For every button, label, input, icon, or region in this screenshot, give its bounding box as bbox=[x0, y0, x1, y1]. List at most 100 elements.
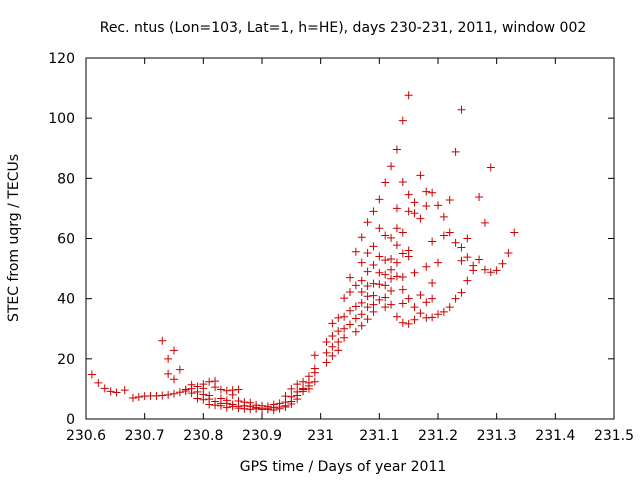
data-point bbox=[134, 393, 143, 402]
data-point bbox=[281, 402, 290, 411]
data-point bbox=[451, 294, 460, 303]
data-point bbox=[439, 212, 448, 221]
data-point bbox=[310, 377, 319, 386]
data-point bbox=[480, 265, 489, 274]
data-point bbox=[216, 385, 225, 394]
data-point bbox=[205, 400, 214, 409]
data-point bbox=[357, 321, 366, 330]
data-point bbox=[346, 273, 354, 282]
data-point bbox=[381, 270, 390, 279]
data-point bbox=[128, 393, 137, 402]
y-tick-label: 80 bbox=[57, 171, 75, 187]
data-point bbox=[363, 303, 372, 312]
data-point bbox=[392, 272, 401, 281]
data-point bbox=[422, 262, 431, 271]
data-point bbox=[398, 299, 407, 308]
data-point bbox=[164, 354, 173, 363]
data-point bbox=[410, 209, 419, 218]
data-point bbox=[498, 259, 507, 268]
data-point bbox=[357, 288, 366, 297]
data-point bbox=[322, 348, 331, 357]
data-points bbox=[87, 91, 519, 414]
data-point bbox=[375, 224, 384, 233]
y-tick-label: 100 bbox=[48, 111, 75, 127]
data-point bbox=[398, 273, 407, 282]
data-point bbox=[175, 365, 184, 374]
x-tick-label: 230.6 bbox=[66, 428, 106, 444]
data-point bbox=[439, 307, 448, 316]
data-point bbox=[299, 385, 308, 394]
y-tick-label: 40 bbox=[57, 292, 75, 308]
data-point bbox=[457, 288, 466, 297]
x-tick-label: 231.3 bbox=[477, 428, 517, 444]
data-point bbox=[422, 298, 431, 307]
data-point bbox=[375, 295, 384, 304]
data-point bbox=[228, 390, 237, 399]
data-point bbox=[340, 324, 349, 333]
data-point bbox=[199, 395, 208, 404]
y-tick-label: 0 bbox=[66, 412, 75, 428]
data-point bbox=[170, 375, 178, 384]
data-point bbox=[469, 266, 478, 275]
data-point bbox=[310, 364, 319, 373]
data-point bbox=[392, 312, 401, 321]
data-point bbox=[422, 187, 431, 196]
x-tick-label: 231.5 bbox=[594, 428, 634, 444]
data-point bbox=[363, 218, 372, 227]
data-point bbox=[228, 402, 237, 411]
data-point bbox=[170, 346, 178, 355]
data-point bbox=[369, 307, 378, 316]
data-point bbox=[445, 195, 454, 204]
data-point bbox=[387, 274, 396, 283]
data-point bbox=[351, 314, 360, 323]
x-tick-label: 231.4 bbox=[535, 428, 575, 444]
data-point bbox=[234, 385, 243, 394]
data-point bbox=[100, 384, 109, 393]
data-point bbox=[404, 207, 413, 216]
data-point bbox=[357, 233, 366, 242]
data-point bbox=[106, 387, 115, 396]
data-point bbox=[457, 243, 466, 252]
data-point bbox=[193, 394, 202, 403]
data-point bbox=[404, 319, 413, 328]
data-point bbox=[439, 231, 448, 240]
data-point bbox=[346, 306, 354, 315]
data-point bbox=[486, 163, 495, 172]
data-point bbox=[398, 285, 407, 294]
data-point bbox=[416, 171, 425, 180]
data-point bbox=[252, 404, 261, 413]
data-point bbox=[181, 385, 190, 394]
data-point bbox=[428, 237, 437, 246]
data-point bbox=[187, 380, 196, 389]
data-point bbox=[328, 331, 337, 340]
data-point bbox=[346, 288, 354, 297]
data-point bbox=[422, 202, 431, 211]
data-point bbox=[510, 228, 519, 237]
data-point bbox=[410, 315, 419, 324]
data-point bbox=[434, 201, 442, 210]
data-point bbox=[381, 293, 390, 302]
data-point bbox=[387, 162, 396, 171]
data-point bbox=[275, 404, 284, 413]
data-point bbox=[387, 286, 396, 295]
data-point bbox=[375, 280, 384, 289]
data-point bbox=[410, 268, 419, 277]
axis-ticks: 230.6 230.7 230.8 230.9 231 231.1 231.2 231.3 23… bbox=[48, 51, 634, 444]
data-point bbox=[434, 258, 442, 267]
data-point bbox=[363, 315, 372, 324]
data-point bbox=[369, 260, 378, 269]
data-point bbox=[222, 386, 231, 395]
data-point bbox=[480, 218, 489, 227]
data-point bbox=[457, 105, 466, 114]
data-point bbox=[158, 391, 167, 400]
data-point bbox=[375, 268, 384, 277]
data-point bbox=[164, 369, 173, 378]
data-point bbox=[334, 327, 343, 336]
data-point bbox=[381, 281, 390, 290]
data-point bbox=[392, 258, 401, 267]
x-tick-label: 230.9 bbox=[242, 428, 282, 444]
data-point bbox=[398, 249, 407, 258]
data-point bbox=[287, 399, 296, 408]
data-point bbox=[428, 279, 437, 288]
